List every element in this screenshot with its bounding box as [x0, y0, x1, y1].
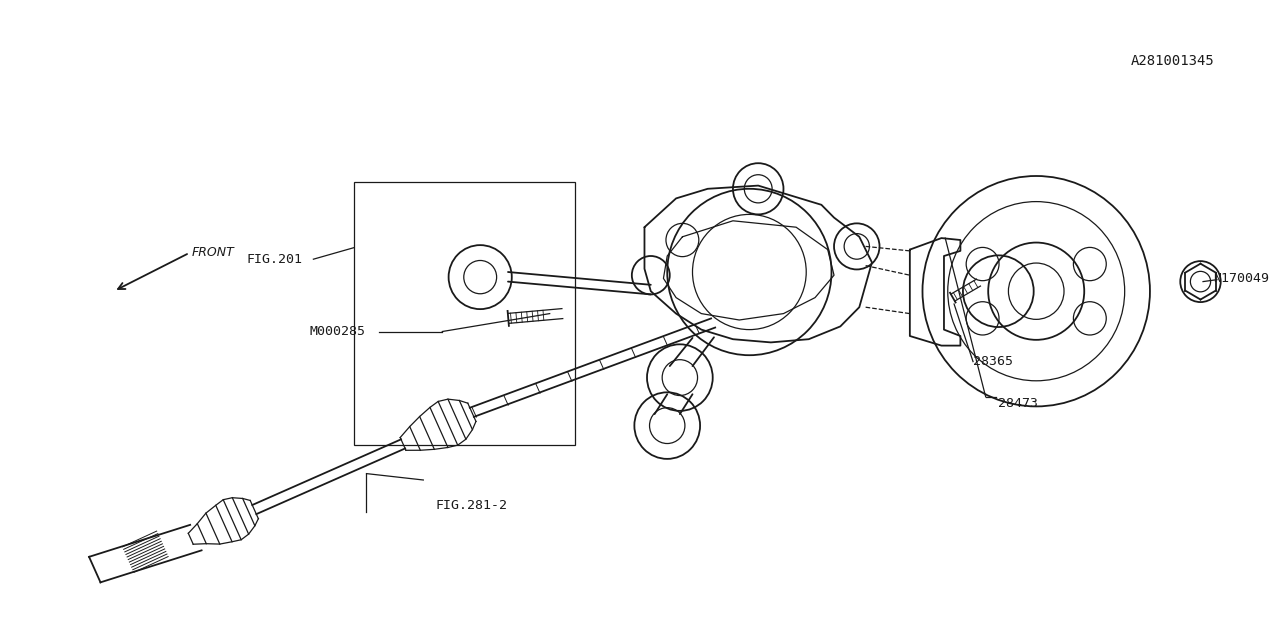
- Text: N170049: N170049: [1213, 272, 1270, 285]
- Text: FRONT: FRONT: [192, 246, 234, 259]
- Text: A281001345: A281001345: [1132, 54, 1215, 68]
- Text: FIG.201: FIG.201: [247, 253, 302, 266]
- Text: 28473: 28473: [998, 397, 1038, 410]
- Bar: [353, 182, 575, 445]
- Text: FIG.281-2: FIG.281-2: [436, 499, 508, 512]
- Text: M000285: M000285: [310, 325, 366, 338]
- Text: 28365: 28365: [973, 355, 1012, 368]
